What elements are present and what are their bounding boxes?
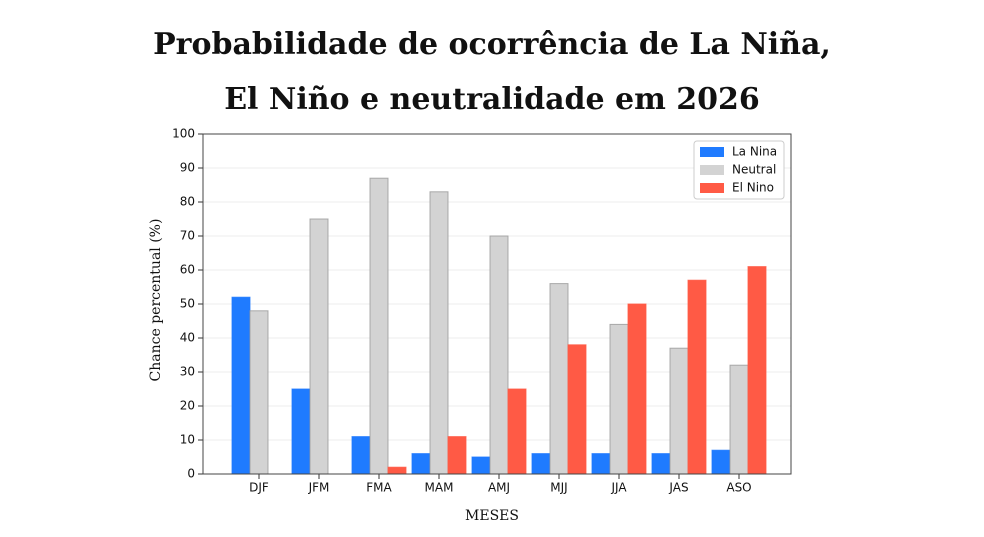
bar [231, 296, 251, 475]
x-tick-label: ASO [726, 481, 751, 495]
chart-title: Probabilidade de ocorrência de La Niña, [153, 27, 831, 62]
x-axis-label: MESES [465, 508, 519, 524]
bar [711, 449, 731, 475]
bar [447, 436, 467, 475]
legend-swatch [700, 183, 724, 193]
bar [387, 466, 407, 475]
bar [471, 456, 491, 475]
y-tick-label: 90 [180, 161, 195, 175]
x-tick-label: JFM [308, 481, 330, 495]
y-tick-label: 0 [187, 467, 195, 481]
y-tick-label: 60 [180, 263, 195, 277]
legend-label: La Nina [732, 145, 777, 159]
legend-swatch [700, 147, 724, 157]
x-tick-label: DJF [249, 481, 269, 495]
y-tick-label: 40 [180, 331, 195, 345]
bar [729, 364, 749, 475]
y-tick-label: 100 [172, 127, 195, 141]
bar [507, 388, 527, 475]
chart-title: El Niño e neutralidade em 2026 [224, 82, 760, 117]
x-tick-label: JAS [668, 481, 688, 495]
bar [489, 235, 509, 475]
bar [669, 347, 689, 475]
legend-label: El Nino [732, 181, 774, 195]
bar [747, 266, 767, 475]
bar [429, 191, 449, 475]
bar [369, 177, 389, 475]
x-tick-label: MJJ [550, 481, 567, 495]
bar [351, 436, 371, 475]
bar [309, 218, 329, 475]
y-tick-label: 70 [180, 229, 195, 243]
bar [549, 283, 569, 475]
bar [411, 453, 431, 475]
x-tick-label: JJA [610, 481, 627, 495]
legend-swatch [700, 165, 724, 175]
bar [531, 453, 551, 475]
bar [591, 453, 611, 475]
y-tick-label: 10 [180, 433, 195, 447]
bar [567, 344, 587, 475]
bar [687, 279, 707, 475]
legend-label: Neutral [732, 163, 776, 177]
bar [291, 388, 311, 475]
x-tick-label: MAM [425, 481, 454, 495]
bar [249, 310, 269, 475]
x-tick-label: FMA [366, 481, 392, 495]
plot-frame [202, 133, 792, 475]
y-tick-label: 80 [180, 195, 195, 209]
y-tick-label: 20 [180, 399, 195, 413]
y-tick-label: 30 [180, 365, 195, 379]
y-tick-label: 50 [180, 297, 195, 311]
x-tick-label: AMJ [488, 481, 510, 495]
bar [627, 303, 647, 475]
y-axis-label: Chance percentual (%) [148, 219, 164, 382]
bar [651, 453, 671, 475]
bar [609, 323, 629, 475]
